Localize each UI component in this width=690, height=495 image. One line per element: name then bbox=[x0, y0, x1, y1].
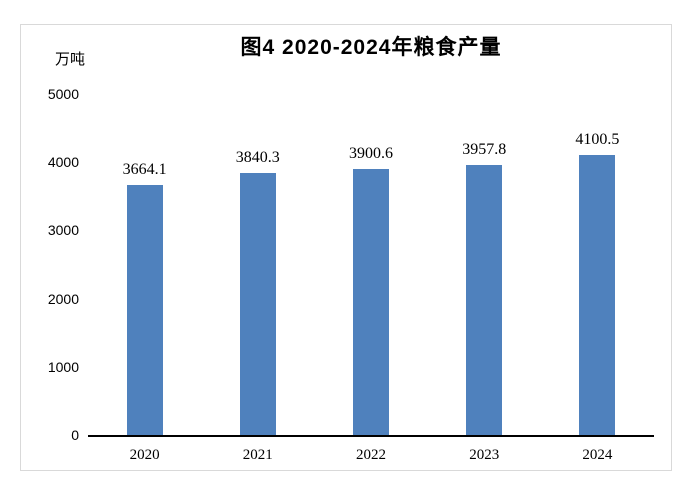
y-tick-label: 4000 bbox=[47, 154, 79, 171]
y-tick-label: 2000 bbox=[47, 290, 79, 307]
bar-value-label: 4100.5 bbox=[575, 131, 620, 149]
x-tick-label: 2021 bbox=[242, 447, 273, 463]
x-tick-label: 2022 bbox=[356, 447, 386, 463]
y-tick-label: 1000 bbox=[47, 358, 79, 375]
chart-frame: 图4 2020-2024年粮食产量 万吨 0 1000 2000 3000 4000 50… bbox=[20, 24, 672, 471]
bar-value-label: 3664.1 bbox=[122, 161, 167, 179]
y-tick-label: 5000 bbox=[47, 86, 79, 102]
bar-2021 bbox=[239, 173, 276, 435]
x-tick-label: 2020 bbox=[129, 447, 160, 463]
x-tick-label: 2023 bbox=[469, 447, 500, 463]
y-tick-label: 3000 bbox=[47, 222, 79, 239]
x-tick-label: 2024 bbox=[582, 447, 613, 463]
plot-area: 0 1000 2000 3000 4000 5000 3664.1 2020 3840.3 202… bbox=[48, 86, 654, 463]
bar-value-label: 3957.8 bbox=[462, 141, 507, 159]
bar-2024 bbox=[579, 155, 616, 435]
chart-title: 图4 2020-2024年粮食产量 bbox=[240, 36, 502, 59]
y-tick-label: 0 bbox=[71, 427, 79, 443]
y-axis-unit-label: 万吨 bbox=[55, 51, 86, 68]
bar-value-label: 3840.3 bbox=[235, 149, 280, 167]
bar-value-label: 3900.6 bbox=[349, 144, 393, 162]
bar-2022 bbox=[353, 168, 389, 435]
bar-2023 bbox=[466, 165, 503, 435]
bar-2020 bbox=[126, 185, 163, 435]
